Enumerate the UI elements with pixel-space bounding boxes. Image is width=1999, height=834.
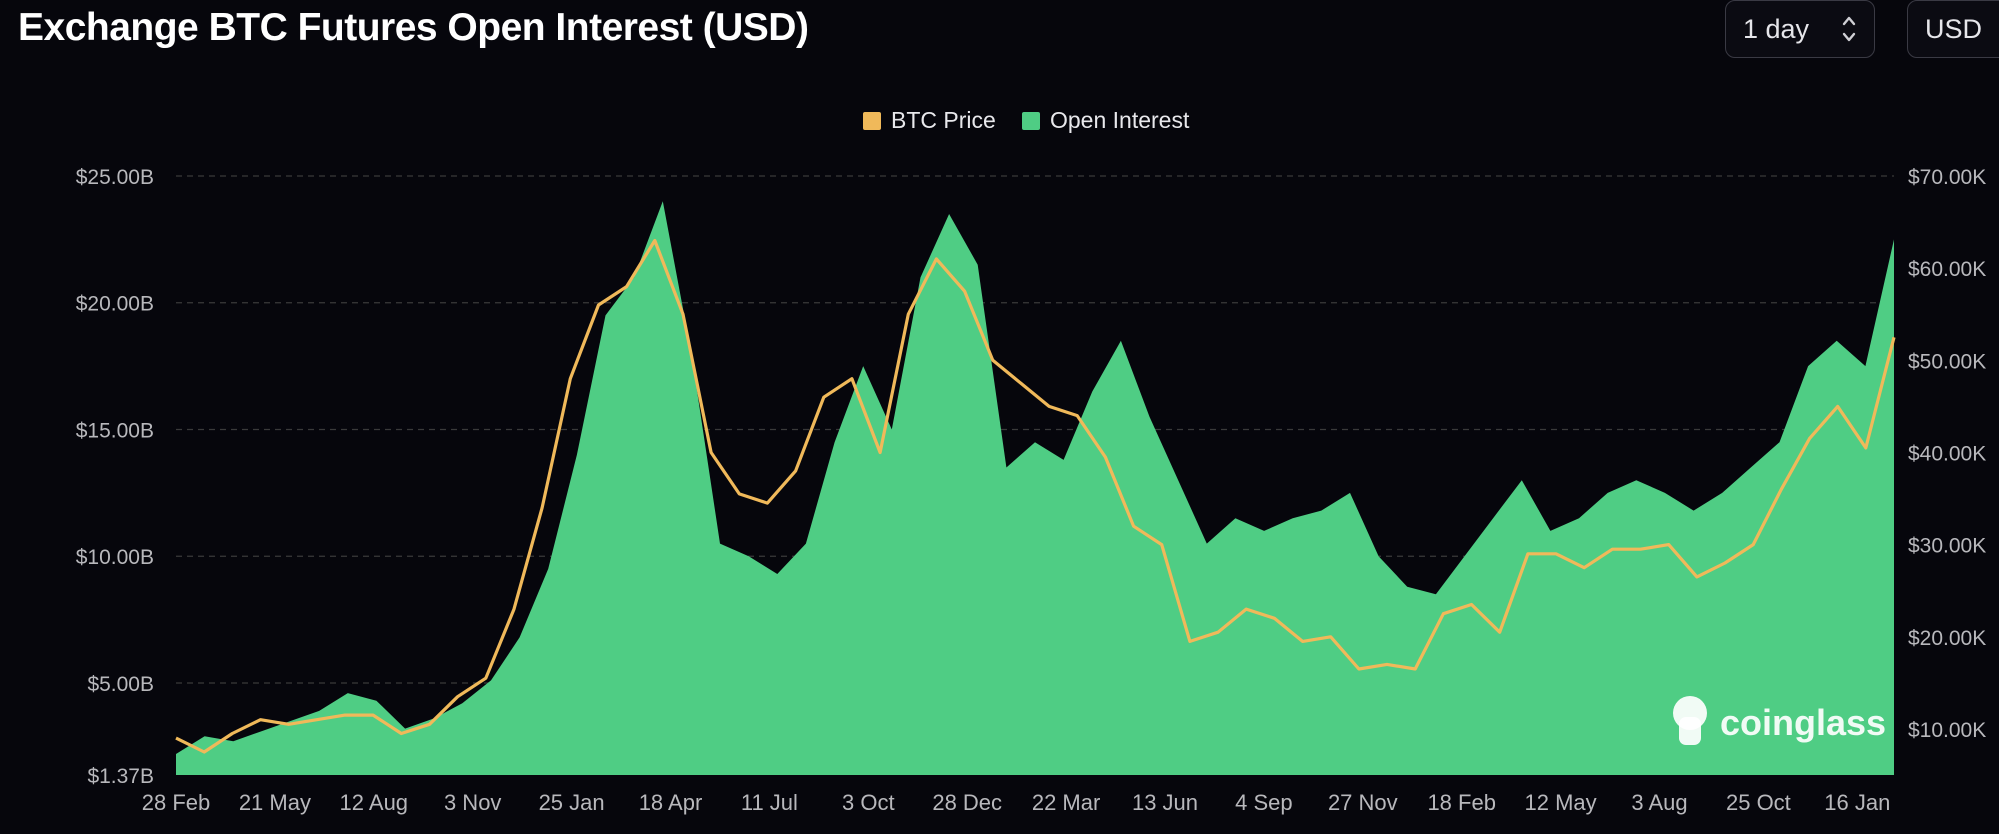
interval-select[interactable]: 1 day (1725, 0, 1875, 58)
watermark-text: coinglass (1720, 702, 1886, 743)
legend-swatch (1022, 112, 1040, 130)
x-tick-label: 13 Jun (1132, 790, 1198, 815)
x-tick-label: 3 Oct (842, 790, 895, 815)
x-tick-label: 11 Jul (741, 790, 798, 815)
legend-label[interactable]: Open Interest (1050, 107, 1190, 133)
y-right-tick-label: $10.00K (1908, 719, 1986, 742)
legend-label[interactable]: BTC Price (891, 107, 996, 133)
x-tick-label: 25 Jan (539, 790, 605, 815)
x-tick-label: 16 Jan (1824, 790, 1890, 815)
coinglass-logo-body (1679, 717, 1701, 745)
y-left-tick-label: $15.00B (76, 419, 154, 442)
x-tick-label: 4 Sep (1235, 790, 1293, 815)
x-tick-label: 25 Oct (1726, 790, 1791, 815)
x-tick-label: 3 Nov (444, 790, 501, 815)
y-axis-left-ticks: $1.37B $5.00B $10.00B $15.00B $20.00B $25.00B (76, 166, 154, 788)
y-right-tick-label: $70.00K (1908, 166, 1986, 189)
x-tick-label: 18 Feb (1427, 790, 1496, 815)
x-tick-label: 28 Dec (932, 790, 1002, 815)
page-title: Exchange BTC Futures Open Interest (USD) (18, 6, 809, 49)
currency-select-value: USD (1925, 13, 1983, 44)
chart-legend: BTC Price Open Interest (863, 107, 1190, 133)
chevron-updown-icon (1842, 16, 1856, 42)
x-tick-label: 28 Feb (142, 790, 211, 815)
y-left-tick-label: $5.00B (87, 673, 154, 696)
coinglass-watermark: coinglass (1673, 696, 1886, 745)
x-tick-label: 12 May (1525, 790, 1597, 815)
x-tick-label: 21 May (239, 790, 311, 815)
interval-select-value: 1 day (1743, 13, 1810, 44)
x-tick-label: 12 Aug (340, 790, 409, 815)
y-right-tick-label: $60.00K (1908, 258, 1986, 281)
legend-swatch (863, 112, 881, 130)
currency-select[interactable]: USD (1907, 0, 1999, 58)
x-tick-label: 18 Apr (639, 790, 703, 815)
x-tick-label: 27 Nov (1328, 790, 1398, 815)
y-right-tick-label: $40.00K (1908, 442, 1986, 465)
y-axis-right-ticks: $10.00K $20.00K $30.00K $40.00K $50.00K $60.0… (1908, 166, 1986, 742)
y-right-tick-label: $30.00K (1908, 535, 1986, 558)
btc-price-line (175, 238, 1896, 754)
open-interest-area (176, 201, 1894, 776)
x-tick-label: 22 Mar (1032, 790, 1100, 815)
x-tick-label: 3 Aug (1631, 790, 1687, 815)
y-left-tick-label: $1.37B (87, 765, 154, 788)
y-left-tick-label: $25.00B (76, 166, 154, 189)
y-right-tick-label: $50.00K (1908, 350, 1986, 373)
y-right-tick-label: $20.00K (1908, 627, 1986, 650)
y-left-tick-label: $20.00B (76, 293, 154, 316)
y-left-tick-label: $10.00B (76, 546, 154, 569)
x-axis-ticks: 28 Feb 21 May 12 Aug 3 Nov 25 Jan 18 Apr 11 Ju… (142, 790, 1891, 815)
